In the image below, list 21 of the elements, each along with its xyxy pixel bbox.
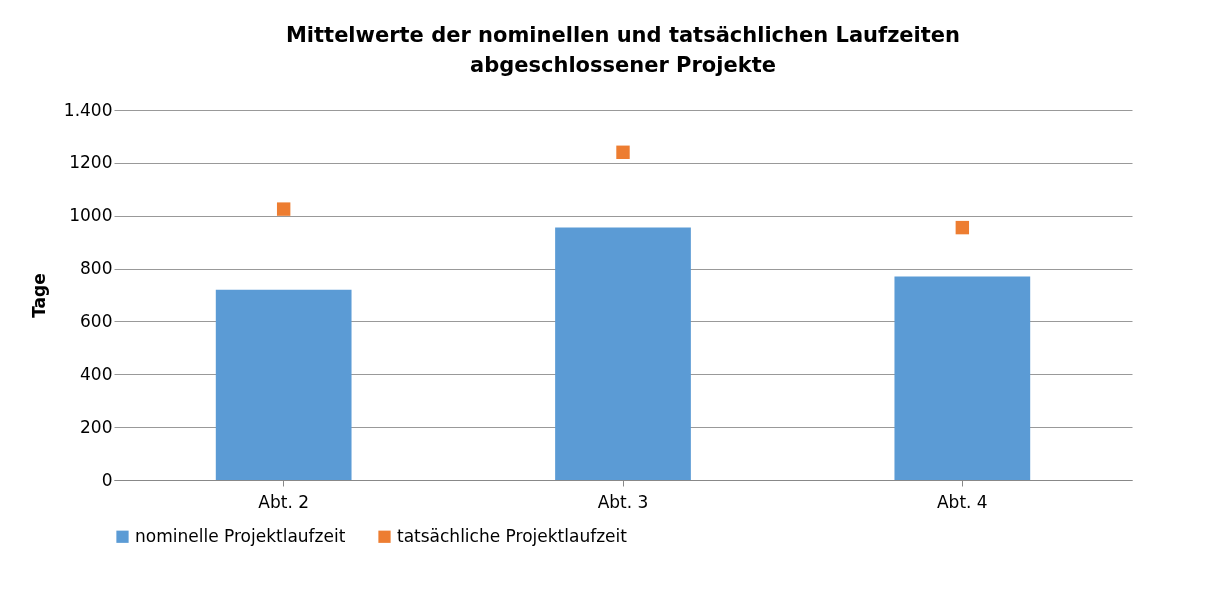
y-tick-label: 400 xyxy=(80,363,113,384)
x-tick-label: Abt. 2 xyxy=(258,491,310,512)
y-tick-label: 800 xyxy=(80,258,113,279)
chart-title: Mittelwerte der nominellen und tatsächlichen Laufzeiten abgeschlossener Projekte xyxy=(285,23,961,77)
y-tick-label: 0 xyxy=(101,469,113,490)
y-tick-label: 1.400 xyxy=(63,99,113,120)
x-tick-label: Abt. 3 xyxy=(597,491,649,512)
x-tick-label: Abt. 4 xyxy=(936,491,988,512)
y-tick-label: 200 xyxy=(80,416,113,437)
bar xyxy=(894,276,1031,480)
point xyxy=(276,202,291,216)
y-tick-label: 1000 xyxy=(69,205,113,226)
point xyxy=(616,145,630,159)
legend-label: tatsächliche Projektlaufzeit xyxy=(397,525,628,546)
point xyxy=(955,220,970,235)
y-axis-title: Tage xyxy=(28,273,49,318)
bar xyxy=(215,289,352,480)
y-tick-label: 1200 xyxy=(69,152,113,173)
y-tick-label: 600 xyxy=(80,310,113,331)
legend-label: nominelle Projektlaufzeit xyxy=(135,525,346,546)
bar xyxy=(555,227,691,480)
